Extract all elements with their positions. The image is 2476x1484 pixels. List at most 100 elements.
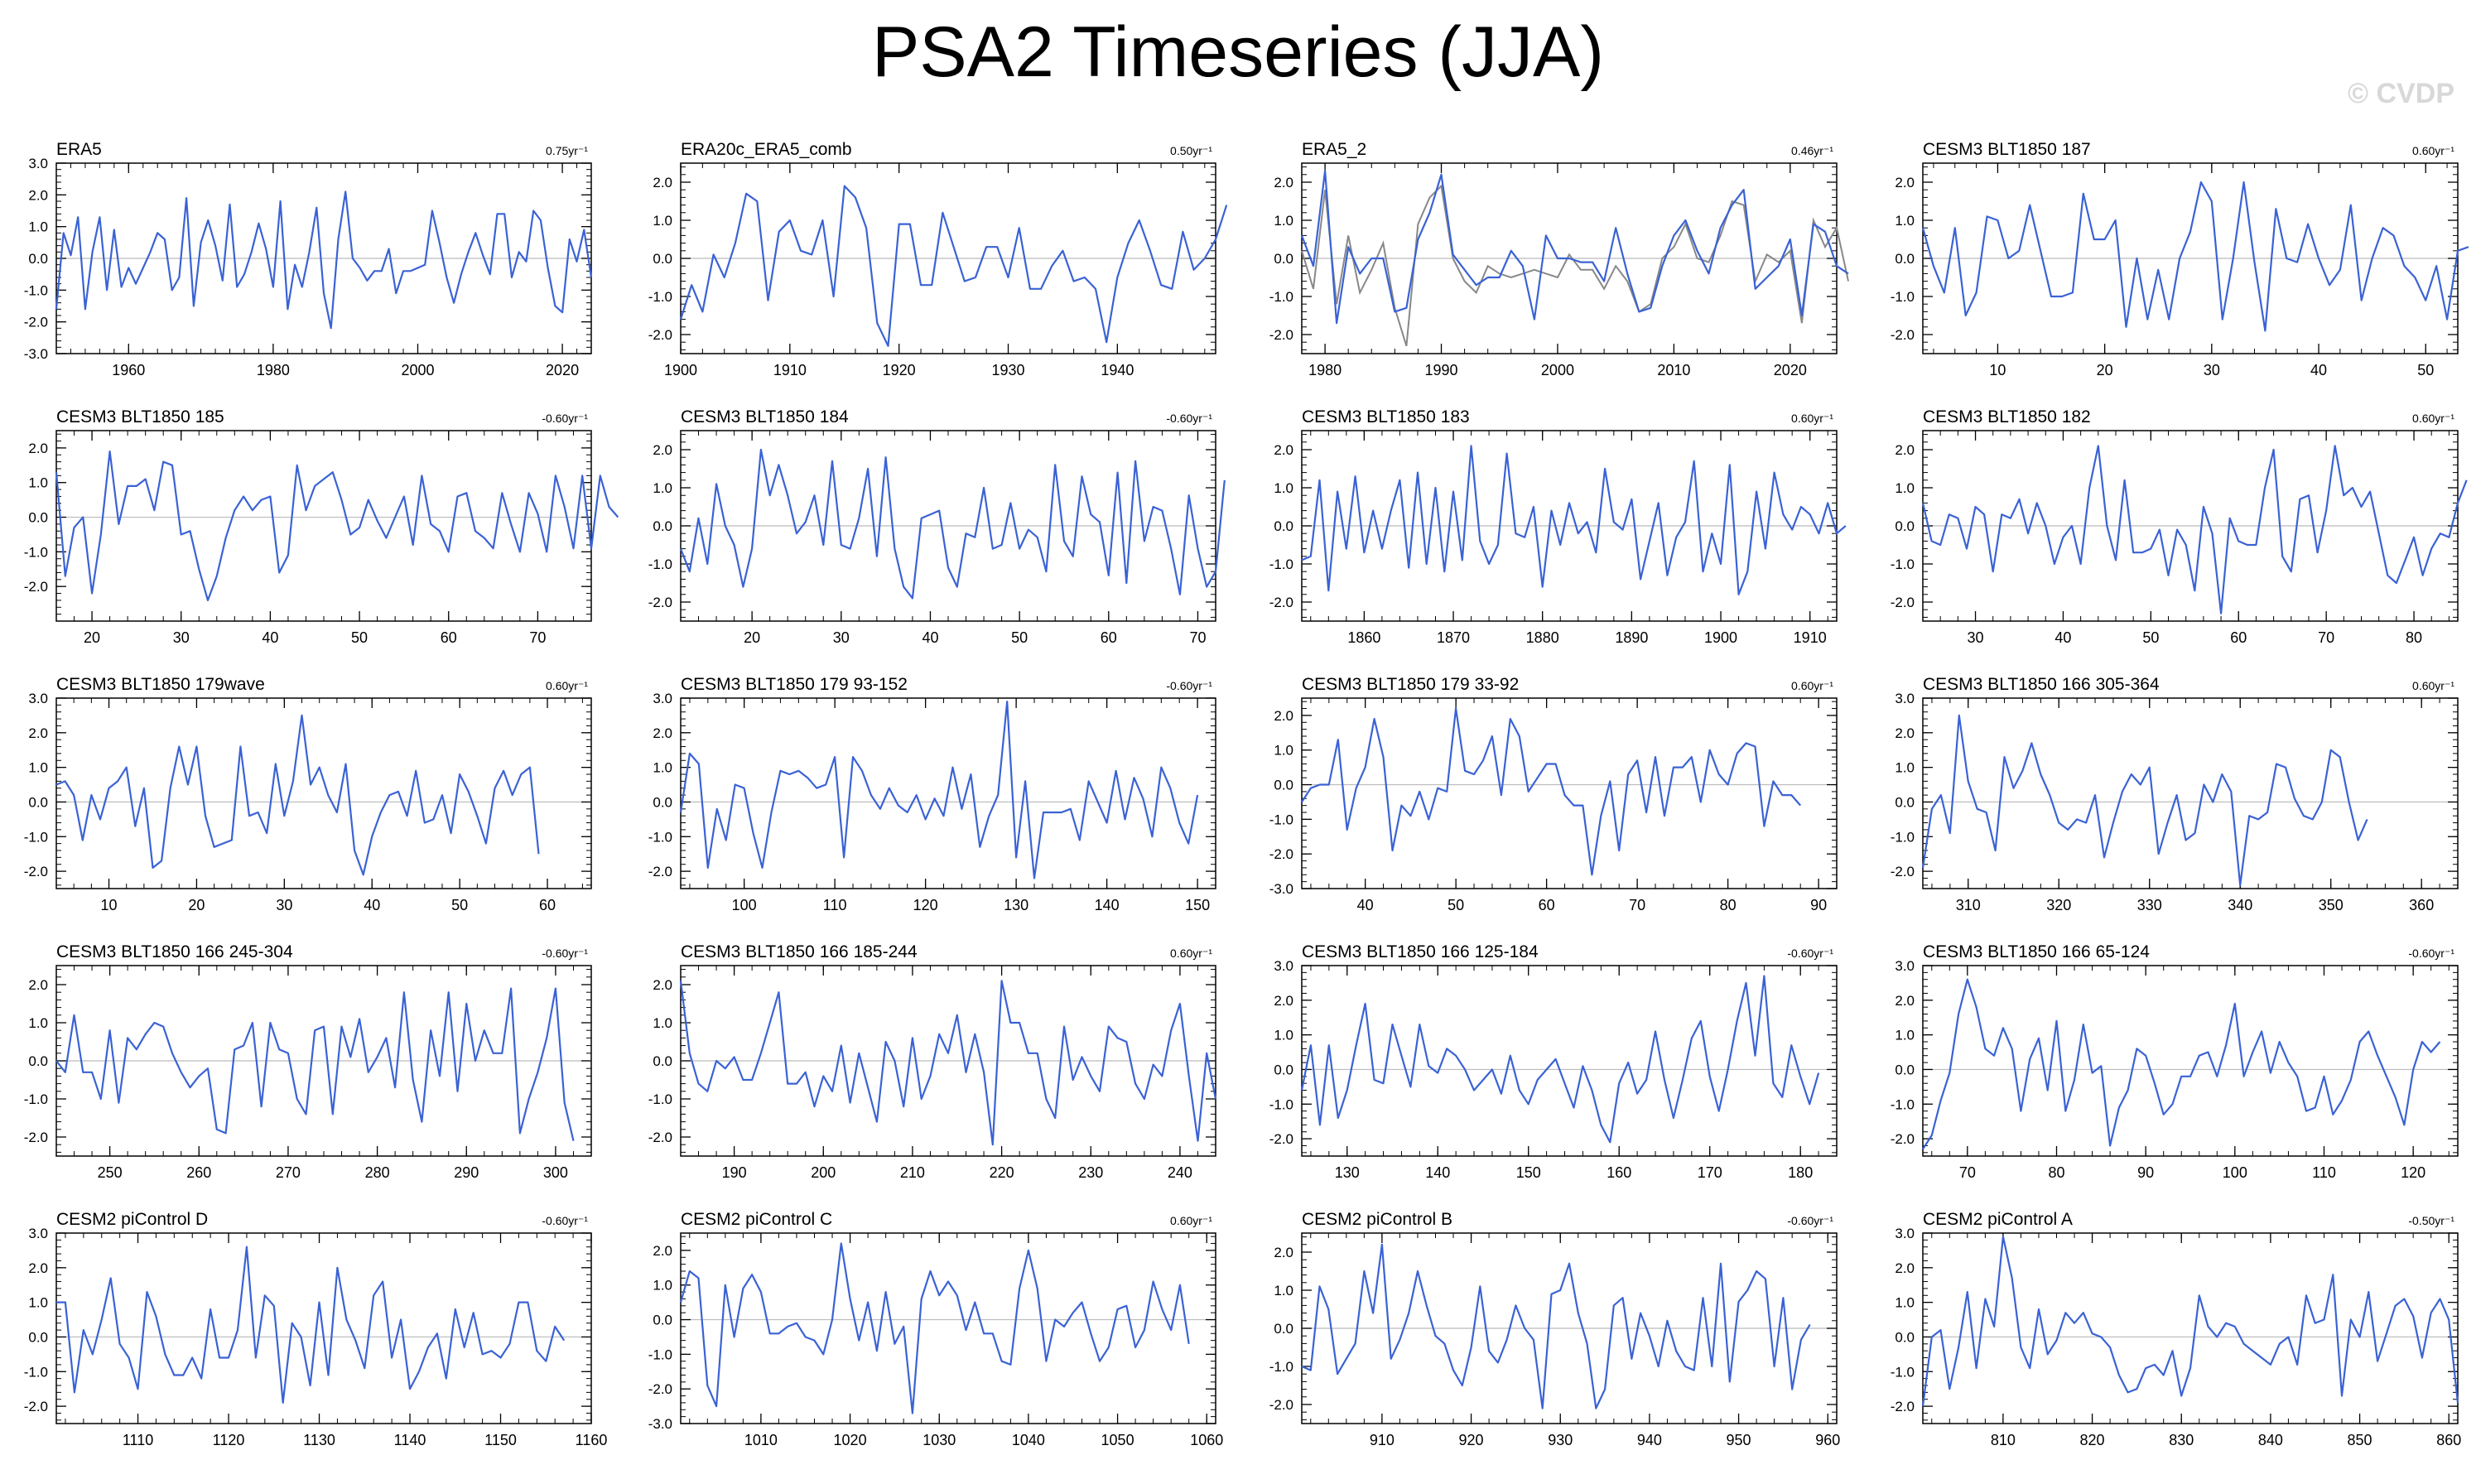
x-tick-label: 330	[2137, 897, 2162, 913]
x-tick-label: 130	[1004, 897, 1028, 913]
panel-title: ERA5	[56, 140, 102, 159]
y-tick-label: -1.0	[648, 829, 672, 845]
panel-title: CESM3 BLT1850 184	[681, 407, 849, 426]
x-tick-label: 810	[1991, 1432, 2016, 1448]
panel-8: CESM3 BLT1850 179wave 0.60yr⁻¹ 10 20 30 40 50 6…	[24, 675, 592, 913]
y-tick-label: 3.0	[1895, 958, 1915, 974]
x-tick-label: 170	[1698, 1164, 1722, 1181]
y-tick-label: 2.0	[1895, 725, 1915, 741]
y-tick-label: 2.0	[1274, 708, 1293, 724]
series-line	[55, 450, 619, 602]
y-tick-label: -3.0	[24, 346, 48, 362]
y-tick-label: 1.0	[653, 1015, 672, 1031]
panel-trend: -0.60yr⁻¹	[1787, 1214, 1833, 1227]
x-tick-label: 2000	[1541, 362, 1574, 378]
series-line	[1301, 707, 1802, 876]
y-tick-label: 2.0	[653, 1243, 672, 1259]
panel-title: CESM3 BLT1850 187	[1923, 140, 2091, 159]
panel-title: CESM3 BLT1850 183	[1302, 407, 1470, 426]
y-tick-label: -3.0	[1269, 881, 1293, 897]
x-tick-label: 2020	[546, 362, 579, 378]
x-tick-label: 30	[276, 897, 292, 913]
panel-title: CESM3 BLT1850 185	[56, 407, 224, 426]
x-tick-label: 80	[1720, 897, 1737, 913]
panel-trend: -0.60yr⁻¹	[1166, 679, 1212, 692]
panel-title: CESM3 BLT1850 166 125-184	[1302, 942, 1539, 961]
y-tick-label: -1.0	[648, 556, 672, 572]
y-tick-label: 2.0	[653, 442, 672, 458]
panel-trend: 0.46yr⁻¹	[1791, 144, 1833, 157]
panel-trend: 0.60yr⁻¹	[546, 679, 588, 692]
x-tick-label: 1980	[257, 362, 290, 378]
x-tick-label: 860	[2436, 1432, 2461, 1448]
x-tick-label: 210	[900, 1164, 925, 1181]
y-tick-label: 2.0	[653, 725, 672, 741]
panel-17: CESM2 piControl C 0.60yr⁻¹ 1010 1020 1030 104…	[648, 1210, 1224, 1448]
x-tick-label: 70	[1959, 1164, 1976, 1181]
x-tick-label: 830	[2169, 1432, 2194, 1448]
y-tick-label: -1.0	[24, 1364, 48, 1380]
series-line	[679, 701, 1199, 879]
y-tick-label: 1.0	[1274, 480, 1293, 496]
panel-frame	[680, 1232, 1216, 1424]
panel-frame	[1301, 965, 1838, 1157]
panel-title: ERA5_2	[1302, 140, 1366, 159]
y-tick-label: 3.0	[653, 691, 672, 706]
x-tick-label: 60	[539, 897, 556, 913]
x-tick-label: 2000	[401, 362, 434, 378]
panel-title: CESM2 piControl A	[1923, 1210, 2073, 1229]
panel-7: CESM3 BLT1850 182 0.60yr⁻¹ 30 40 50 60 70 80 -2.…	[1891, 407, 2468, 646]
y-tick-label: -1.0	[648, 1347, 672, 1362]
x-tick-label: 30	[1968, 629, 1984, 646]
panel-trend: 0.75yr⁻¹	[546, 144, 588, 157]
x-tick-label: 130	[1335, 1164, 1360, 1181]
y-tick-label: -2.0	[1891, 595, 1915, 610]
y-tick-label: -1.0	[1269, 1359, 1293, 1375]
panel-trend: 0.60yr⁻¹	[1791, 412, 1833, 425]
x-tick-label: 280	[365, 1164, 390, 1181]
y-tick-label: 0.0	[653, 251, 672, 267]
panel-5: CESM3 BLT1850 184 -0.60yr⁻¹ 20 30 40 50 60 70 -2…	[648, 407, 1226, 646]
x-tick-label: 70	[2318, 629, 2334, 646]
x-tick-label: 270	[276, 1164, 301, 1181]
y-tick-label: 1.0	[1895, 480, 1915, 496]
panel-title: CESM2 piControl B	[1302, 1210, 1452, 1229]
x-tick-label: 20	[744, 629, 760, 646]
y-tick-label: 0.0	[1274, 1062, 1293, 1077]
x-tick-label: 290	[454, 1164, 479, 1181]
y-tick-label: -1.0	[1269, 1096, 1293, 1112]
x-tick-label: 40	[1357, 897, 1374, 913]
x-tick-label: 340	[2228, 897, 2252, 913]
x-tick-label: 40	[262, 629, 278, 646]
series-line	[679, 1242, 1190, 1414]
x-tick-label: 820	[2080, 1432, 2105, 1448]
y-tick-label: 2.0	[1274, 175, 1293, 190]
y-tick-label: 1.0	[28, 219, 48, 235]
y-tick-label: 0.0	[653, 1053, 672, 1069]
x-tick-label: 320	[2046, 897, 2071, 913]
panel-title: CESM3 BLT1850 179wave	[56, 675, 265, 694]
panel-title: CESM3 BLT1850 166 245-304	[56, 942, 293, 961]
y-tick-label: 1.0	[1895, 1028, 1915, 1043]
y-tick-label: -1.0	[24, 1091, 48, 1107]
x-tick-label: 1960	[112, 362, 145, 378]
x-tick-label: 1880	[1526, 629, 1559, 646]
x-tick-label: 1910	[773, 362, 807, 378]
x-tick-label: 20	[84, 629, 100, 646]
y-tick-label: -2.0	[24, 579, 48, 595]
y-tick-label: 2.0	[653, 175, 672, 190]
panel-11: CESM3 BLT1850 166 305-364 0.60yr⁻¹ 310 320 3…	[1891, 675, 2459, 913]
x-tick-label: 250	[98, 1164, 123, 1181]
page-title: PSA2 Timeseries (JJA)	[871, 12, 1605, 92]
y-tick-label: -1.0	[1891, 1096, 1915, 1112]
series-line	[679, 448, 1226, 600]
y-tick-label: 2.0	[28, 977, 48, 993]
y-tick-label: 2.0	[1895, 175, 1915, 190]
x-tick-label: 310	[1956, 897, 1981, 913]
panel-trend: 0.60yr⁻¹	[1791, 679, 1833, 692]
x-tick-label: 2020	[1774, 362, 1807, 378]
y-tick-label: -3.0	[648, 1416, 672, 1432]
y-tick-label: -1.0	[1891, 289, 1915, 305]
x-tick-label: 260	[186, 1164, 211, 1181]
